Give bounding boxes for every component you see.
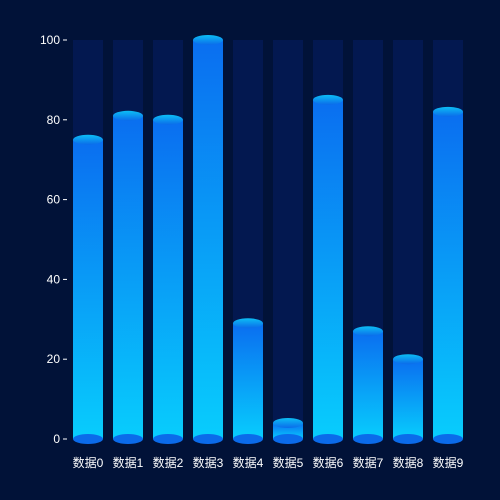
bar-top-cap: [153, 114, 183, 125]
x-axis: 数据0 数据1 数据2 数据3 数据4 数据5 数据6 数据7 数据8 数据9: [73, 455, 464, 470]
y-tick-label: 80: [47, 113, 61, 127]
bar-top-cap: [353, 326, 383, 337]
bar-base-cap: [193, 434, 223, 444]
bar-base-cap: [313, 434, 343, 444]
x-tick-label: 数据6: [313, 455, 344, 470]
x-tick-label: 数据7: [353, 455, 384, 470]
bar-top-cap: [113, 110, 143, 121]
bar-base-cap: [273, 434, 303, 444]
x-tick-label: 数据4: [233, 455, 264, 470]
bar-top-cap: [433, 106, 463, 117]
bar: [153, 119, 183, 440]
bar: [393, 359, 423, 439]
bar: [233, 323, 263, 439]
bar-top-cap: [233, 318, 263, 329]
bar: [433, 111, 463, 439]
bar-base-cap: [353, 434, 383, 444]
x-tick-label: 数据5: [273, 455, 304, 470]
bar: [113, 115, 143, 439]
bar-top-cap: [193, 35, 223, 45]
bar-base-cap: [153, 434, 183, 444]
bar-track: [273, 40, 303, 439]
bar: [73, 139, 103, 439]
bar: [193, 40, 223, 439]
bar-base-cap: [433, 434, 463, 444]
bar-base-cap: [233, 434, 263, 444]
y-tick-label: 60: [47, 193, 61, 207]
y-tick-label: 40: [47, 272, 61, 286]
x-tick-label: 数据1: [113, 455, 144, 470]
y-tick-label: 20: [47, 352, 61, 366]
x-tick-label: 数据2: [153, 455, 184, 470]
bar: [313, 99, 343, 439]
y-tick-label: 100: [40, 33, 60, 47]
bar-top-cap: [393, 354, 423, 365]
x-tick-label: 数据0: [73, 455, 104, 470]
x-tick-label: 数据3: [193, 455, 224, 470]
bar: [353, 331, 383, 439]
x-tick-label: 数据9: [433, 455, 464, 470]
bars: [73, 35, 463, 444]
bar-top-cap: [313, 94, 343, 105]
bar-base-cap: [73, 434, 103, 444]
bar-base-cap: [113, 434, 143, 444]
bar-base-cap: [393, 434, 423, 444]
bar-top-cap: [273, 418, 303, 429]
x-tick-label: 数据8: [393, 455, 424, 470]
bar-top-cap: [73, 134, 103, 145]
y-axis: 0 20 40 60 80 100: [40, 33, 67, 446]
y-tick-label: 0: [53, 432, 60, 446]
